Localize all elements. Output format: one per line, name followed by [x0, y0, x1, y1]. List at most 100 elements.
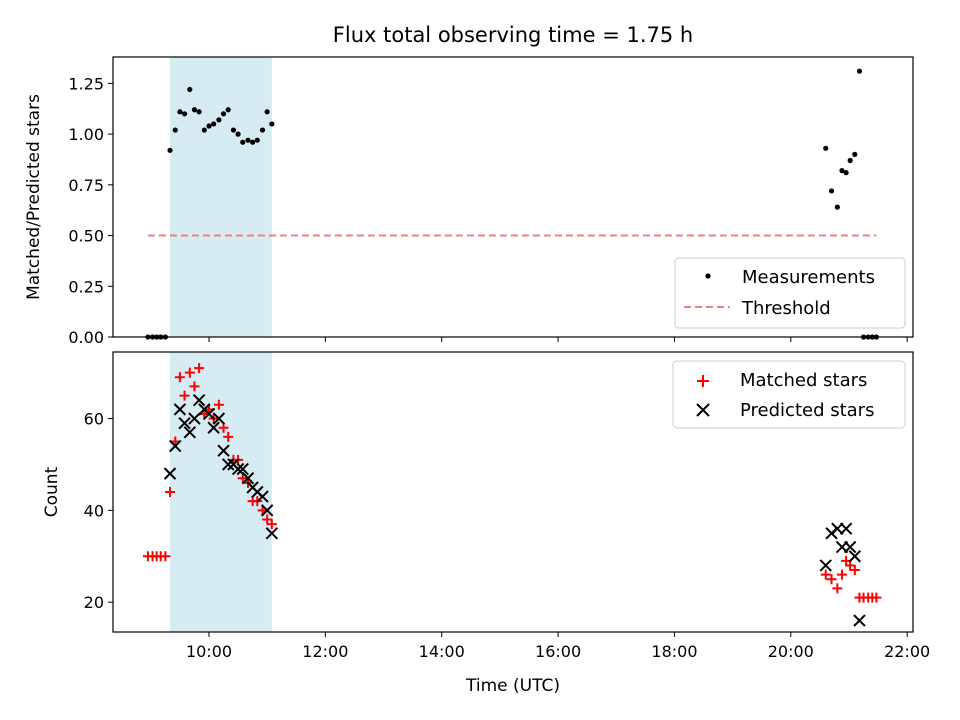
- predicted-stars-point: [188, 412, 201, 425]
- legend-label-threshold: Threshold: [741, 298, 831, 319]
- bottom-panel-x-ticks: 10:00 12:00 14:00 16:00 18:00 20:00 22:00: [186, 632, 930, 661]
- matched-stars-point: [165, 487, 176, 497]
- legend-label-matched-stars: Matched stars: [740, 370, 867, 391]
- measurements-point: [225, 107, 231, 113]
- predicted-stars-point: [183, 426, 197, 439]
- x-tick-label: 12:00: [302, 642, 348, 661]
- top-panel-y-ticks: 0.00 0.25 0.50 0.75 1.00 1.25: [68, 74, 113, 347]
- legend-box: [672, 360, 906, 429]
- predicted-stars-point: [839, 522, 853, 535]
- measurements-point: [852, 151, 858, 157]
- matched-stars-point: [160, 551, 171, 562]
- bottom-panel-legend: Matched stars Predicted stars: [672, 360, 906, 429]
- predicted-stars-point: [256, 490, 269, 503]
- measurements-point: [264, 109, 270, 115]
- top-panel: 0.00 0.25 0.50 0.75 1.00 1.25 Matched/Predict…: [24, 56, 914, 347]
- matched-stars-point: [820, 569, 831, 580]
- measurements-point: [254, 137, 260, 143]
- measurements-point: [172, 127, 178, 133]
- matched-stars-point: [213, 399, 224, 410]
- top-panel-x-ticks: [208, 337, 908, 342]
- y-tick-label: 0.75: [68, 176, 104, 195]
- top-panel-frame: [112, 56, 914, 338]
- predicted-stars-point: [260, 504, 274, 517]
- matched-stars-point: [179, 390, 190, 401]
- measurements-point: [177, 109, 183, 115]
- predicted-stars-point: [231, 462, 245, 476]
- x-tick-label: 14:00: [419, 642, 465, 661]
- legend-label-predicted-stars: Predicted stars: [740, 400, 874, 421]
- predicted-stars-point: [848, 550, 862, 563]
- measurements-point: [211, 121, 217, 127]
- legend-label-measurements: Measurements: [742, 267, 875, 288]
- bottom-panel-y-ticks: 20 40 60: [84, 410, 113, 612]
- matched-stars-point: [194, 363, 205, 374]
- legend-box: [674, 257, 906, 329]
- measurements-point: [187, 86, 193, 93]
- y-tick-label: 0.50: [68, 227, 104, 246]
- predicted-stars-point: [173, 403, 187, 416]
- measurements-point: [206, 123, 212, 129]
- matched-stars-point: [223, 431, 234, 442]
- matched-stars-point: [832, 583, 843, 594]
- bottom-panel-y-label: Count: [42, 466, 62, 517]
- predicted-stars-point: [178, 416, 191, 430]
- y-tick-label: 1.25: [68, 74, 104, 93]
- legend-marker-matched-stars: [697, 375, 709, 387]
- measurements-point: [220, 111, 227, 117]
- bottom-panel-frame: [112, 351, 914, 633]
- predicted-stars-point: [221, 458, 235, 471]
- predicted-stars-point: [192, 393, 206, 407]
- measurements-point: [191, 107, 198, 113]
- measurements-point: [823, 145, 829, 151]
- bottom-panel-shaded-interval: [170, 352, 272, 632]
- y-tick-label: 40: [84, 501, 104, 520]
- measurements-point: [843, 170, 849, 176]
- predicted-stars-point: [212, 412, 226, 425]
- predicted-stars-point: [217, 444, 230, 457]
- x-axis-label: Time (UTC): [465, 676, 560, 696]
- top-panel-legend: Measurements Threshold: [674, 257, 906, 329]
- predicted-stars-point: [207, 421, 220, 434]
- measurements-point: [856, 68, 863, 74]
- predicted-stars-point: [241, 472, 255, 485]
- y-tick-label: 0.25: [68, 277, 104, 296]
- measurements-point: [235, 131, 241, 137]
- predicted-stars-point: [819, 559, 832, 572]
- matched-stars-point: [871, 592, 882, 603]
- legend-marker-measurements: [705, 273, 711, 279]
- matched-stars-point: [266, 519, 277, 530]
- x-tick-label: 22:00: [884, 642, 930, 661]
- measurements-point: [230, 127, 237, 133]
- matched-stars-point: [849, 565, 860, 576]
- measurements-point: [259, 127, 266, 133]
- measurements-point: [847, 157, 853, 164]
- bottom-panel: 20 40 60 10:00 12:00 14:00 16:00 18:00 20:00 22:…: [42, 351, 930, 696]
- x-tick-label: 18:00: [651, 642, 697, 661]
- predicted-stars-point: [843, 540, 857, 554]
- measurements-point: [250, 139, 256, 145]
- x-tick-label: 20:00: [768, 642, 814, 661]
- matched-stars-point: [837, 569, 848, 580]
- top-panel-shaded-interval: [170, 57, 272, 337]
- predicted-stars-point: [236, 462, 249, 476]
- predicted-stars-point: [163, 467, 177, 480]
- measurements-point: [839, 168, 845, 174]
- measurements-point: [167, 147, 173, 153]
- predicted-stars-point: [853, 614, 866, 627]
- top-panel-y-label: Matched/Predicted stars: [24, 94, 44, 300]
- legend-marker-predicted-stars: [696, 403, 710, 417]
- matched-stars-point: [189, 381, 200, 392]
- predicted-stars-point: [265, 527, 279, 540]
- measurements-point: [834, 204, 840, 210]
- x-tick-label: 10:00: [186, 642, 232, 661]
- y-tick-label: 0.00: [68, 328, 104, 347]
- measurements-point: [245, 137, 251, 143]
- matched-stars-point: [184, 367, 195, 378]
- matched-stars-point: [826, 574, 837, 585]
- matched-stars-point: [174, 372, 185, 383]
- measurements-point: [240, 139, 246, 145]
- measurements-point: [216, 117, 222, 123]
- y-tick-label: 20: [84, 593, 104, 612]
